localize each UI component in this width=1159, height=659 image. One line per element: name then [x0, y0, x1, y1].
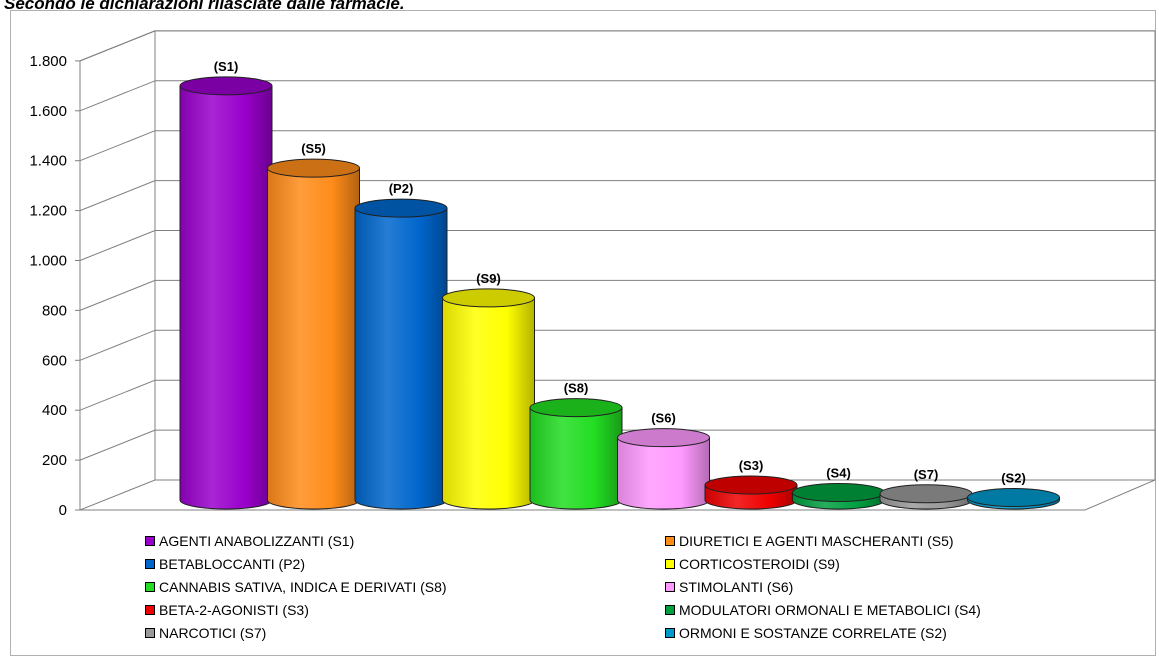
- y-tick-label: 1.400: [29, 153, 67, 170]
- bar-top: [879, 484, 973, 504]
- legend-item: CANNABIS SATIVA, INDICA E DERIVATI (S8): [145, 577, 447, 597]
- data-label: (S1): [214, 59, 239, 74]
- legend-swatch: [665, 536, 675, 546]
- bar-top: [354, 198, 448, 218]
- legend-label: CANNABIS SATIVA, INDICA E DERIVATI (S8): [159, 579, 447, 595]
- legend-label: AGENTI ANABOLIZZANTI (S1): [159, 533, 355, 549]
- bar-top: [529, 398, 623, 418]
- y-tick-label: 200: [42, 452, 67, 469]
- legend-swatch: [145, 582, 155, 592]
- data-label: (P2): [389, 181, 414, 196]
- bar: [529, 407, 623, 510]
- data-label: (S9): [476, 271, 501, 286]
- bar: [354, 207, 448, 510]
- bar-top: [442, 288, 535, 308]
- data-label: (S6): [651, 411, 676, 426]
- legend-swatch: [665, 605, 675, 615]
- bar: [267, 167, 360, 510]
- legend-swatch: [145, 559, 155, 569]
- bar: [179, 85, 273, 510]
- legend-item: CORTICOSTEROIDI (S9): [665, 554, 840, 574]
- gridline-side: [79, 180, 156, 212]
- legend-item: DIURETICI E AGENTI MASCHERANTI (S5): [665, 531, 954, 551]
- legend-swatch: [145, 605, 155, 615]
- y-tick-label: 1.600: [29, 103, 67, 120]
- legend-label: STIMOLANTI (S6): [679, 579, 794, 595]
- legend-label: MODULATORI ORMONALI E METABOLICI (S4): [679, 602, 981, 618]
- bar: [617, 437, 710, 510]
- legend-swatch: [145, 628, 155, 638]
- bar-top: [617, 428, 710, 448]
- data-label: (S5): [301, 141, 326, 156]
- gridline-side: [79, 30, 156, 62]
- data-label: (S4): [826, 466, 851, 481]
- bar: [442, 297, 535, 510]
- data-label: (S2): [1001, 471, 1026, 486]
- legend-label: CORTICOSTEROIDI (S9): [679, 556, 840, 572]
- legend-swatch: [665, 582, 675, 592]
- legend-label: ORMONI E SOSTANZE CORRELATE (S2): [679, 625, 947, 641]
- gridline-side: [79, 279, 156, 311]
- y-tick-label: 600: [42, 352, 67, 369]
- legend-item: BETABLOCCANTI (P2): [145, 554, 305, 574]
- y-tick-label: 400: [42, 402, 67, 419]
- y-tick-label: 1.000: [29, 253, 67, 270]
- gridline-side: [79, 230, 156, 261]
- gridline-side: [79, 429, 156, 461]
- data-label: (S8): [564, 381, 589, 396]
- bar-top: [792, 483, 885, 503]
- legend-label: DIURETICI E AGENTI MASCHERANTI (S5): [679, 533, 954, 549]
- legend-item: ORMONI E SOSTANZE CORRELATE (S2): [665, 623, 947, 643]
- gridline-side: [79, 329, 156, 361]
- legend-swatch: [665, 628, 675, 638]
- y-tick-label: 800: [42, 302, 67, 319]
- y-tick-label: 0: [59, 502, 67, 519]
- gridline-side: [79, 130, 156, 162]
- legend-item: NARCOTICI (S7): [145, 623, 266, 643]
- legend-label: BETABLOCCANTI (P2): [159, 556, 305, 572]
- data-label: (S7): [914, 467, 939, 482]
- bar-top: [967, 488, 1060, 508]
- legend-item: MODULATORI ORMONALI E METABOLICI (S4): [665, 600, 981, 620]
- gridline-side: [79, 80, 156, 112]
- data-label: (S3): [739, 458, 764, 473]
- legend-swatch: [145, 536, 155, 546]
- bar-top: [179, 76, 273, 96]
- bar-top: [704, 475, 798, 495]
- legend-swatch: [665, 559, 675, 569]
- bar-top: [267, 158, 360, 178]
- legend-item: AGENTI ANABOLIZZANTI (S1): [145, 531, 354, 551]
- y-tick-label: 1.800: [29, 53, 67, 70]
- legend-label: NARCOTICI (S7): [159, 625, 267, 641]
- legend-label: BETA-2-AGONISTI (S3): [159, 602, 309, 618]
- y-tick-label: 1.200: [29, 203, 67, 220]
- legend-item: STIMOLANTI (S6): [665, 577, 793, 597]
- legend-item: BETA-2-AGONISTI (S3): [145, 600, 309, 620]
- chart-title: Secondo le dichiarazioni rilasciate dall…: [4, 0, 405, 13]
- gridline-side: [79, 379, 156, 411]
